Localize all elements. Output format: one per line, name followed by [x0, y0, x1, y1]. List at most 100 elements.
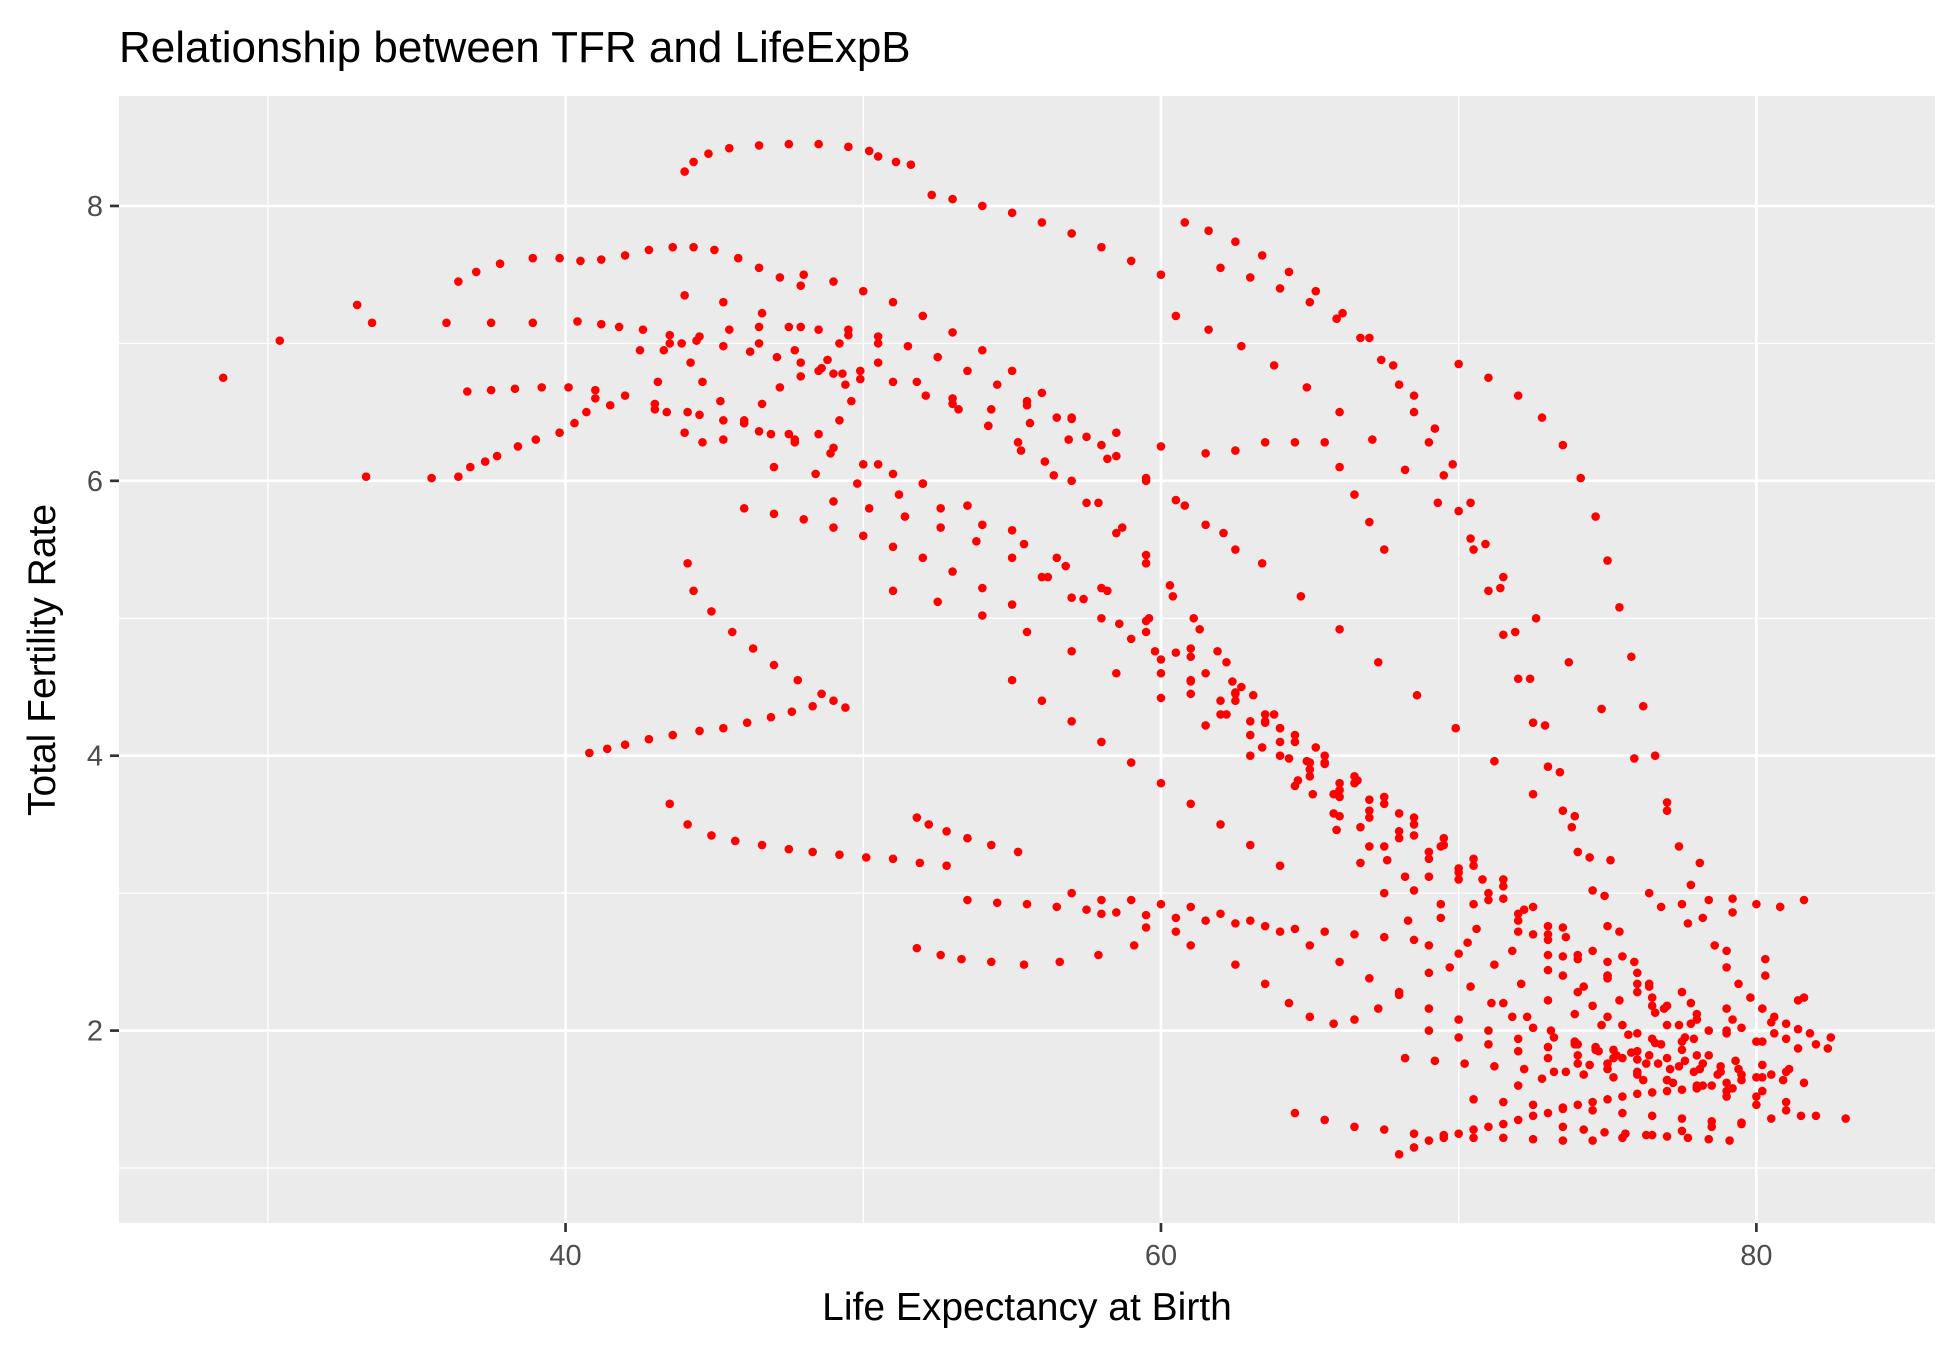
data-point [754, 339, 764, 348]
data-point [1490, 960, 1499, 969]
data-point [605, 400, 615, 410]
data-point [1656, 1040, 1666, 1049]
data-point [680, 290, 689, 300]
data-point [1543, 965, 1553, 975]
data-point [1537, 1074, 1547, 1083]
data-point [1632, 968, 1642, 978]
data-point [1222, 710, 1231, 719]
data-point [1424, 854, 1434, 864]
data-point [1549, 1067, 1559, 1077]
data-point [573, 317, 582, 326]
data-point [1704, 895, 1714, 905]
data-point [1573, 1051, 1583, 1060]
data-point [1379, 1125, 1389, 1134]
data-point [1454, 949, 1463, 958]
data-point [1632, 1055, 1642, 1064]
data-point [1469, 1095, 1478, 1104]
data-point [918, 479, 928, 488]
data-point [1650, 751, 1660, 761]
data-point [698, 438, 707, 447]
data-point [442, 318, 451, 328]
data-point [1424, 941, 1434, 950]
data-point [1531, 613, 1541, 623]
data-point [1436, 899, 1446, 909]
data-point [1469, 854, 1478, 864]
data-point [1799, 1078, 1809, 1088]
data-point [1171, 311, 1181, 321]
data-point [1409, 813, 1419, 822]
data-point [1320, 751, 1330, 761]
data-point [1778, 1075, 1788, 1085]
data-point [1677, 1126, 1687, 1136]
data-point [1064, 435, 1073, 444]
data-point [1237, 341, 1246, 351]
data-point [1627, 1048, 1636, 1057]
data-point [1204, 226, 1213, 235]
data-point [1445, 963, 1455, 972]
data-point [912, 377, 922, 387]
data-point [1311, 286, 1321, 296]
data-point [596, 319, 606, 329]
data-point [1007, 366, 1017, 376]
data-point [841, 380, 850, 389]
data-point [1430, 424, 1440, 433]
data-point [823, 355, 832, 365]
y-tick-label: 2 [87, 1016, 103, 1048]
data-point [775, 383, 785, 392]
data-point [1394, 809, 1404, 818]
data-point [1507, 946, 1517, 956]
data-point [769, 462, 779, 472]
data-point [1335, 624, 1344, 634]
data-point [1216, 263, 1225, 273]
data-point [716, 396, 725, 406]
data-point [986, 405, 996, 414]
data-point [1350, 778, 1359, 788]
data-point [1103, 586, 1112, 596]
data-point [1245, 273, 1255, 282]
data-point [829, 497, 838, 506]
data-point [591, 385, 600, 395]
data-point [873, 152, 883, 161]
data-point [933, 597, 942, 607]
data-point [1171, 495, 1181, 505]
data-point [1335, 785, 1344, 795]
data-point [1704, 1134, 1714, 1144]
data-point [855, 366, 865, 376]
data-point [1752, 1037, 1761, 1046]
data-point [1677, 899, 1687, 909]
data-point [1695, 858, 1705, 868]
data-point [695, 726, 704, 736]
data-point [1305, 765, 1315, 774]
data-point [1513, 1046, 1523, 1056]
data-point [1013, 847, 1023, 857]
data-point [1632, 987, 1642, 997]
data-point [814, 429, 823, 439]
data-point [796, 322, 806, 332]
data-point [1469, 545, 1478, 554]
data-point [844, 330, 853, 340]
data-point [1379, 799, 1389, 809]
data-point [1558, 1122, 1568, 1132]
data-point [1728, 1015, 1737, 1024]
data-point [528, 253, 538, 263]
data-point [1603, 921, 1612, 931]
data-point [1662, 1075, 1672, 1085]
data-point [1231, 545, 1240, 554]
data-point [614, 322, 624, 332]
data-point [1725, 1136, 1734, 1145]
data-point [665, 799, 675, 809]
data-point [963, 895, 972, 905]
data-point [1126, 634, 1136, 644]
data-point [1019, 539, 1029, 549]
data-point [695, 332, 704, 341]
data-point [1201, 721, 1210, 730]
data-point [963, 501, 972, 510]
data-point [775, 273, 785, 282]
data-point [1424, 847, 1434, 857]
data-point [1245, 840, 1255, 850]
data-point [1305, 1012, 1315, 1022]
data-point [1630, 957, 1639, 967]
data-point [1674, 842, 1684, 851]
data-point [1484, 888, 1493, 898]
data-point [528, 318, 538, 328]
